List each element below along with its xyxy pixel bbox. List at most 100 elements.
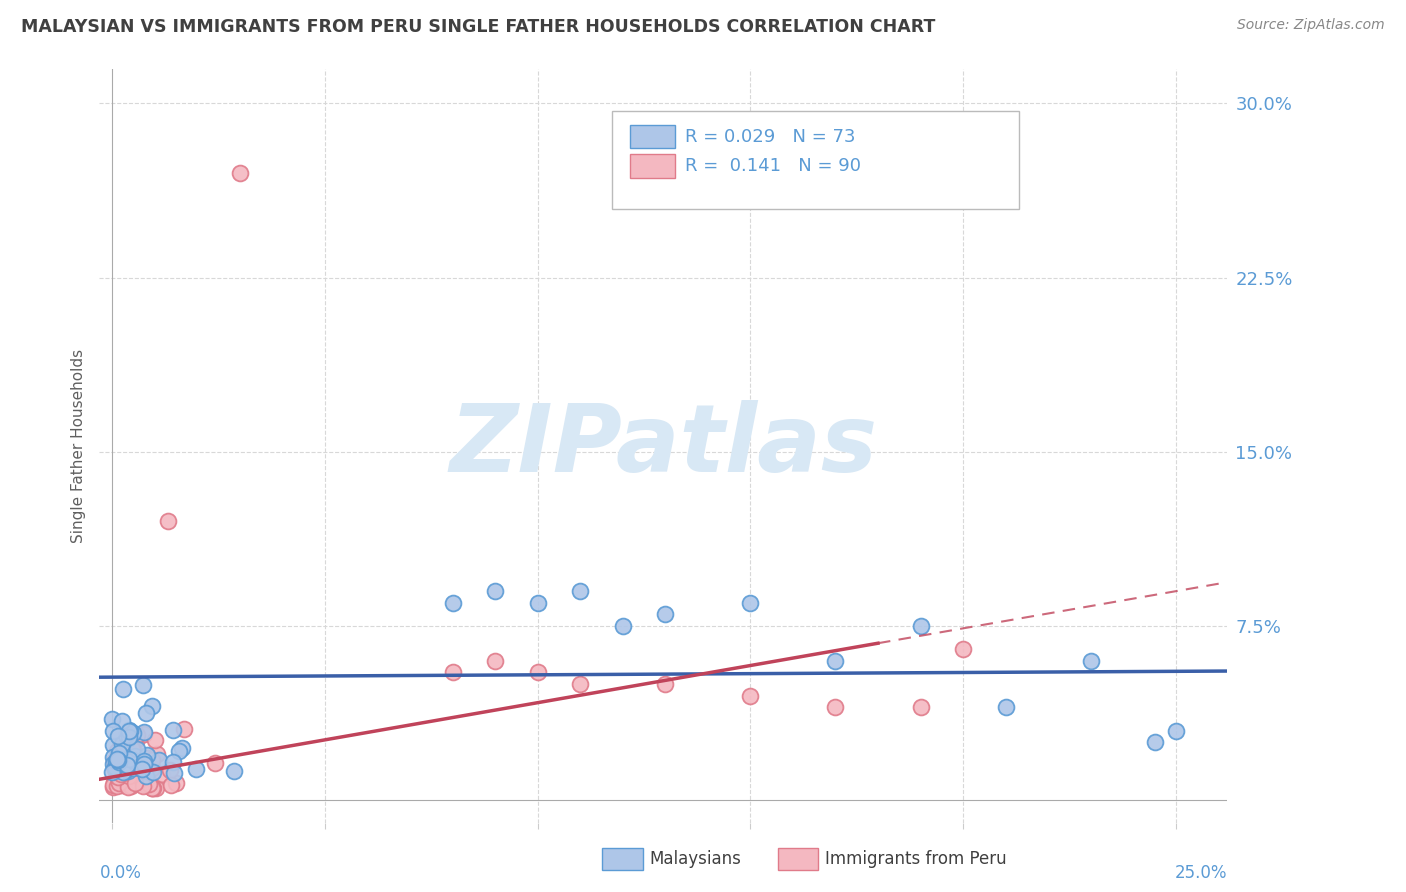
Point — [125, 756, 148, 771]
Point — [125, 756, 148, 771]
Point — [111, 764, 134, 779]
Point — [105, 760, 128, 774]
Point — [115, 757, 138, 772]
Point — [160, 777, 183, 791]
Point — [127, 731, 149, 746]
Point — [204, 756, 226, 770]
Point — [162, 723, 184, 737]
Point — [111, 773, 134, 788]
Point — [124, 749, 146, 764]
Point — [135, 778, 157, 792]
Text: ZIPatlas: ZIPatlas — [449, 400, 877, 492]
Point — [132, 727, 155, 741]
Point — [134, 756, 156, 771]
Point — [115, 764, 138, 778]
Point — [824, 654, 846, 668]
Point — [165, 775, 187, 789]
Point — [104, 754, 127, 768]
Text: R = 0.029   N = 73: R = 0.029 N = 73 — [685, 128, 855, 145]
Point — [134, 757, 156, 772]
Point — [129, 761, 152, 775]
Point — [1080, 654, 1102, 668]
Point — [910, 619, 932, 633]
Point — [141, 753, 163, 767]
Point — [118, 752, 141, 766]
Point — [127, 728, 149, 742]
Point — [105, 752, 128, 766]
Point — [117, 780, 139, 794]
Point — [569, 677, 592, 691]
Point — [104, 762, 127, 776]
Point — [135, 748, 157, 763]
Point — [101, 712, 124, 726]
Point — [105, 744, 128, 758]
Point — [167, 744, 190, 758]
Point — [173, 722, 195, 736]
Point — [120, 739, 142, 754]
Point — [105, 766, 128, 780]
Point — [441, 596, 464, 610]
Point — [104, 763, 127, 777]
Point — [156, 515, 179, 529]
Point — [145, 747, 167, 761]
Point — [1164, 723, 1187, 738]
Point — [104, 759, 127, 773]
Point — [654, 607, 676, 622]
Point — [108, 755, 131, 769]
Point — [141, 780, 163, 795]
Point — [117, 743, 139, 757]
Text: 25.0%: 25.0% — [1174, 863, 1227, 881]
Text: MALAYSIAN VS IMMIGRANTS FROM PERU SINGLE FATHER HOUSEHOLDS CORRELATION CHART: MALAYSIAN VS IMMIGRANTS FROM PERU SINGLE… — [21, 18, 935, 36]
Point — [103, 775, 125, 789]
Point — [740, 689, 762, 703]
Point — [101, 780, 124, 794]
Point — [145, 780, 167, 795]
Point — [110, 760, 132, 774]
Point — [143, 733, 166, 747]
Point — [101, 764, 124, 779]
Point — [122, 725, 145, 739]
Point — [135, 769, 157, 783]
Point — [994, 700, 1017, 714]
Point — [569, 584, 592, 599]
Point — [120, 764, 142, 779]
Point — [117, 769, 139, 783]
Point — [103, 739, 125, 753]
Text: R =  0.141   N = 90: R = 0.141 N = 90 — [685, 157, 860, 175]
Point — [105, 764, 128, 779]
Point — [120, 779, 142, 793]
Point — [135, 750, 157, 764]
Point — [910, 700, 932, 714]
Point — [111, 682, 134, 697]
Point — [118, 724, 141, 739]
Point — [108, 756, 131, 771]
Point — [120, 770, 142, 784]
Point — [104, 760, 127, 774]
Point — [163, 766, 186, 780]
Point — [105, 763, 128, 777]
Point — [952, 642, 974, 657]
Point — [740, 596, 762, 610]
Point — [526, 665, 548, 680]
Point — [141, 780, 163, 795]
Point — [120, 779, 142, 793]
Point — [138, 777, 160, 791]
Point — [142, 764, 165, 779]
Point — [150, 767, 173, 781]
Point — [131, 762, 153, 776]
Point — [105, 779, 128, 793]
Point — [141, 698, 163, 713]
Point — [110, 778, 132, 792]
Point — [117, 739, 139, 753]
Point — [124, 776, 146, 790]
Point — [222, 764, 245, 778]
Point — [121, 742, 143, 756]
Point — [172, 741, 194, 756]
Point — [484, 654, 506, 668]
Point — [115, 728, 138, 742]
Point — [441, 665, 464, 680]
Y-axis label: Single Father Households: Single Father Households — [72, 349, 86, 543]
Point — [105, 770, 128, 784]
Point — [122, 754, 145, 768]
Point — [612, 619, 634, 633]
